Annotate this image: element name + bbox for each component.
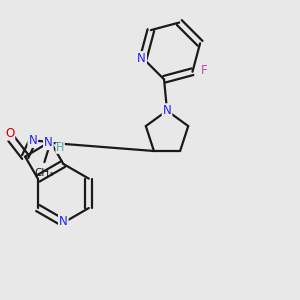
Text: O: O [5, 127, 14, 140]
Text: CH₃: CH₃ [35, 168, 54, 178]
Text: N: N [163, 104, 171, 117]
Text: N: N [137, 52, 146, 65]
Text: F: F [201, 64, 208, 77]
Text: N: N [28, 134, 37, 147]
Text: N: N [44, 136, 53, 149]
Text: N: N [59, 215, 68, 228]
Text: H: H [56, 143, 64, 153]
